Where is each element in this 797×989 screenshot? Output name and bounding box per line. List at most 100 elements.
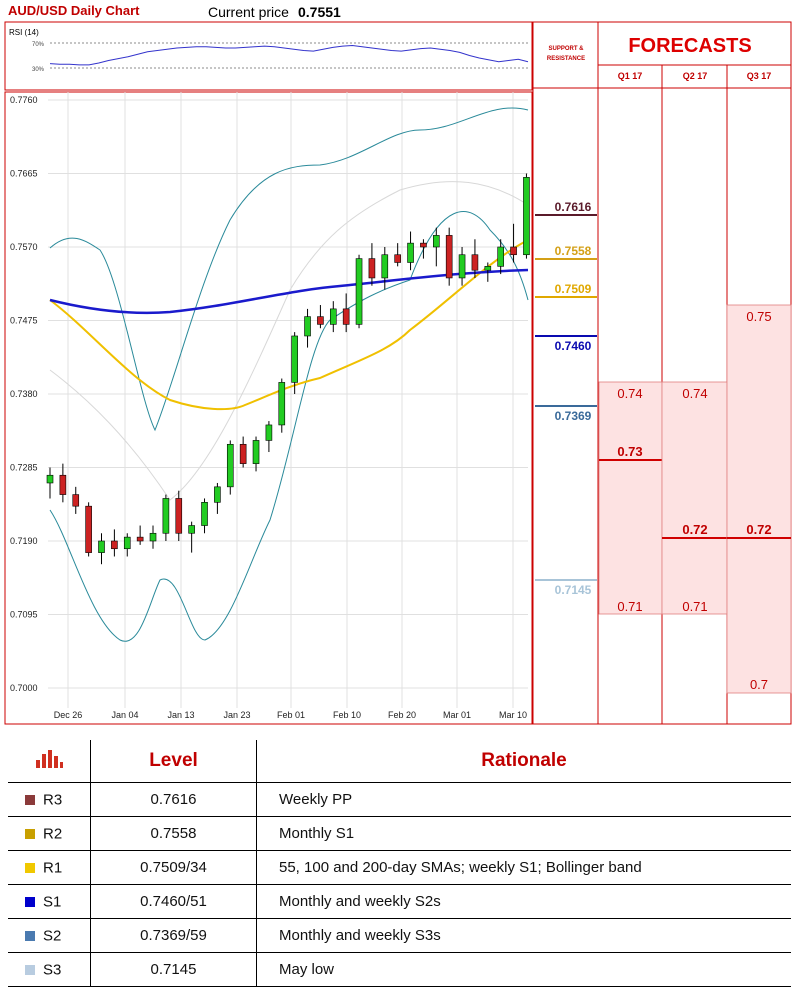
level-rationale: Monthly and weekly S3s	[256, 918, 791, 953]
q1-mid: 0.73	[617, 444, 642, 459]
table-row: S3 0.7145 May low	[8, 952, 791, 987]
candle-body	[226, 443, 234, 488]
sr-header-2: RESISTANCE	[547, 56, 585, 62]
level-code-cell: S1	[8, 884, 91, 919]
quarter-q2: Q2 17	[683, 71, 708, 81]
q1-range	[598, 381, 663, 615]
x-tick-label: Feb 01	[277, 710, 305, 720]
rsi-level-30: 30%	[32, 67, 45, 73]
rationale-header: Rationale	[256, 740, 791, 783]
rsi-label: RSI (14)	[9, 28, 39, 37]
level-value: 0.7145	[90, 952, 257, 987]
grid	[48, 92, 528, 708]
candle-body	[381, 254, 389, 279]
level-color-swatch	[25, 828, 35, 839]
rsi-panel	[4, 21, 533, 91]
candle-body	[265, 424, 273, 441]
candle-body	[317, 316, 324, 325]
bollinger-mid	[49, 181, 529, 501]
indicators	[49, 107, 529, 642]
candle-body	[394, 254, 401, 263]
y-tick-label: 0.7000	[10, 683, 38, 693]
sma-55-line	[49, 239, 529, 411]
x-tick-label: Jan 04	[111, 710, 138, 720]
level-rationale: May low	[256, 952, 791, 987]
level-code: S2	[43, 927, 62, 945]
level-color-swatch	[25, 896, 35, 907]
level-code-cell: R3	[8, 782, 91, 817]
candle-body	[420, 242, 427, 248]
y-tick-label: 0.7760	[10, 95, 38, 105]
level-code-cell: R2	[8, 816, 91, 851]
candle-body	[523, 177, 530, 256]
level-code-cell: R1	[8, 850, 91, 885]
y-axis: 0.7760 0.7665 0.7570 0.7475 0.7380 0.7285 0.71…	[10, 95, 38, 693]
candle-body	[136, 536, 144, 542]
candle-body	[355, 258, 363, 325]
candle-body	[484, 266, 492, 271]
candle-body	[188, 525, 195, 534]
rsi-level-70: 70%	[32, 42, 45, 48]
candle-body	[304, 316, 311, 337]
candle-body	[123, 536, 131, 550]
sr-header-1: SUPPORT &	[548, 46, 584, 52]
candle-body	[72, 494, 80, 507]
level-color-swatch	[25, 930, 35, 941]
q1-high: 0.74	[617, 386, 642, 401]
sr-levels: 0.7616 0.7558 0.7509 0.7460 0.7369 0.7145	[535, 200, 597, 597]
q3-high: 0.75	[746, 309, 771, 324]
sr-level-label: 0.7369	[555, 409, 592, 423]
candle-body	[201, 502, 208, 526]
levels-table: Level Rationale R3 0.7616 Weekly PP R2 0.755…	[8, 740, 791, 987]
table-row: R1 0.7509/34 55, 100 and 200-day SMAs; wee…	[8, 850, 791, 885]
sr-level-label: 0.7509	[555, 282, 592, 296]
candle-body	[445, 235, 453, 279]
candle-body	[471, 254, 479, 271]
bollinger-upper	[49, 107, 529, 432]
x-tick-label: Mar 10	[499, 710, 527, 720]
candle-body	[278, 382, 286, 426]
candle-body	[111, 540, 118, 550]
level-color-swatch	[25, 862, 35, 873]
forecast-title: FORECASTS	[628, 35, 751, 57]
y-tick-label: 0.7665	[10, 169, 38, 179]
candle-body	[510, 246, 517, 256]
y-tick-label: 0.7570	[10, 242, 38, 252]
table-row: R3 0.7616 Weekly PP	[8, 782, 791, 817]
q3-range	[726, 304, 792, 694]
candle-body	[329, 308, 337, 325]
candles	[46, 161, 543, 565]
x-tick-label: Mar 01	[443, 710, 471, 720]
price-label: Current price	[208, 4, 289, 20]
candle-body	[368, 258, 376, 279]
table-row: S1 0.7460/51 Monthly and weekly S2s	[8, 884, 791, 919]
level-value: 0.7616	[90, 782, 257, 817]
q2-range	[661, 381, 728, 615]
x-tick-label: Jan 23	[223, 710, 250, 720]
candle-body	[407, 242, 414, 263]
candle-body	[46, 474, 54, 484]
level-rationale: 55, 100 and 200-day SMAs; weekly S1; Bol…	[256, 850, 791, 885]
candle-body	[98, 540, 105, 553]
y-tick-label: 0.7475	[10, 316, 38, 326]
candle-body	[291, 335, 298, 383]
levels-table-header: Level Rationale	[8, 740, 791, 783]
level-header: Level	[90, 740, 257, 783]
y-tick-label: 0.7285	[10, 463, 38, 473]
level-rationale: Monthly S1	[256, 816, 791, 851]
level-value: 0.7460/51	[90, 884, 257, 919]
chart-title: AUD/USD Daily Chart	[8, 3, 140, 18]
x-tick-label: Jan 13	[167, 710, 194, 720]
x-tick-label: Feb 20	[388, 710, 416, 720]
bollinger-lower	[49, 211, 529, 642]
level-rationale: Weekly PP	[256, 782, 791, 817]
chart-icon-cell	[8, 740, 91, 783]
q2-low: 0.71	[682, 599, 707, 614]
bar-chart-icon	[36, 750, 63, 768]
level-code: R2	[43, 825, 63, 843]
x-axis: Dec 26 Jan 04 Jan 13 Jan 23 Feb 01 Feb 10 Feb …	[54, 710, 527, 720]
level-code-cell: S2	[8, 918, 91, 953]
y-tick-label: 0.7380	[10, 389, 38, 399]
sr-level-label: 0.7145	[555, 583, 592, 597]
